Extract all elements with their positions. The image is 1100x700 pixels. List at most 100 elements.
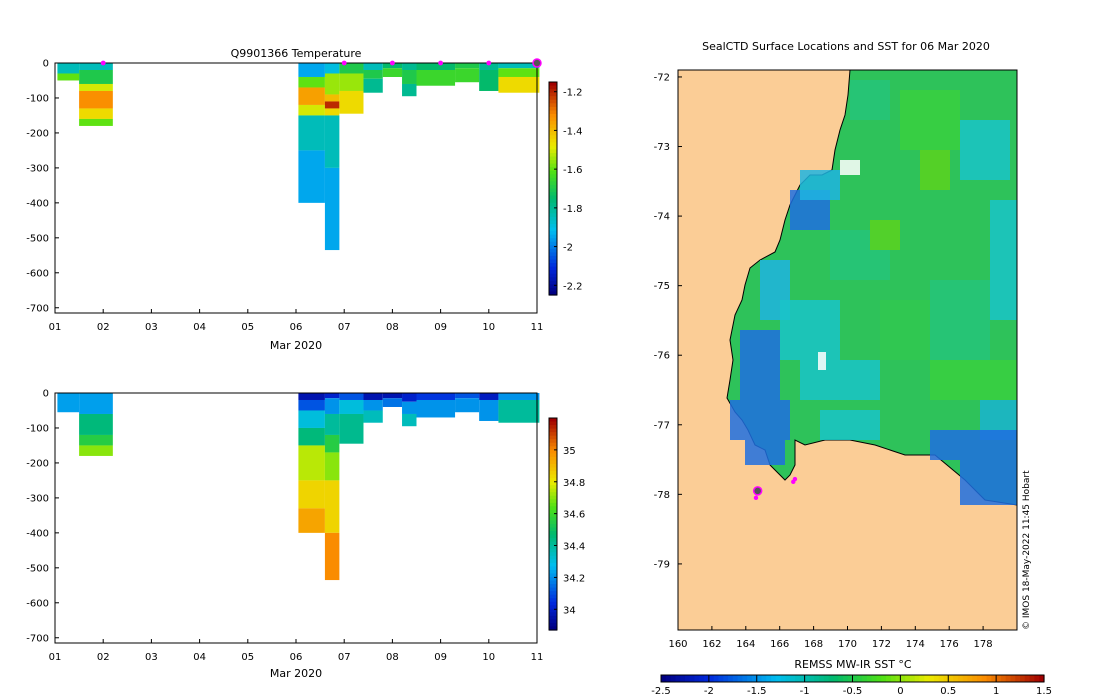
colorbar-tick-label: -1.8 <box>563 204 583 215</box>
colorbar-band <box>549 135 557 140</box>
sst-patch <box>990 200 1017 320</box>
colorbar-band <box>549 619 557 624</box>
sst-patch <box>740 330 780 400</box>
section-cell <box>416 63 456 70</box>
y-tick-label: -500 <box>26 233 49 244</box>
section-cell <box>363 393 383 400</box>
map-x-tick-label: 176 <box>940 639 959 650</box>
colorbar-band <box>549 291 557 296</box>
sst-colorbar-band <box>742 675 748 682</box>
sst-colorbar-band <box>761 675 767 682</box>
sst-colorbar-band <box>962 675 968 682</box>
colorbar-band <box>549 124 557 129</box>
colorbar-band <box>549 153 557 158</box>
map-x-tick-label: 160 <box>668 639 687 650</box>
section-cell <box>298 87 325 105</box>
sst-colorbar-tick-label: 0 <box>897 686 903 697</box>
sst-patch <box>960 460 1017 505</box>
colorbar-band <box>549 170 557 175</box>
y-tick-label: -100 <box>26 93 49 104</box>
colorbar-band <box>549 577 557 582</box>
sst-colorbar-band <box>718 675 724 682</box>
colorbar-band <box>549 428 557 433</box>
colorbar-band <box>549 280 557 285</box>
colorbar-band <box>549 531 557 536</box>
x-tick-label: 03 <box>145 652 158 663</box>
colorbar-band <box>549 117 557 122</box>
section-cell <box>298 76 325 88</box>
colorbar-band <box>549 463 557 469</box>
colorbar-band <box>549 485 557 490</box>
colorbar-tick-label: -1.2 <box>563 88 583 99</box>
sst-colorbar-band <box>680 675 686 682</box>
sst-colorbar-band <box>661 675 667 682</box>
sst-colorbar-band <box>857 675 863 682</box>
profile-marker <box>486 60 492 66</box>
colorbar-band <box>549 192 557 197</box>
section-cell <box>57 393 80 413</box>
seal-current-position <box>752 486 763 496</box>
sst-colorbar-band <box>852 675 858 682</box>
sst-patch <box>730 400 790 440</box>
section-cell <box>498 76 540 93</box>
sst-colorbar-band <box>972 675 978 682</box>
x-tick-label: 08 <box>386 652 399 663</box>
sst-colorbar-band <box>771 675 777 682</box>
section-cell <box>416 399 456 418</box>
colorbar-band <box>549 555 557 560</box>
section-cell <box>324 393 340 399</box>
section-cell <box>402 393 417 402</box>
imos-watermark: © IMOS 18-May-2022 11:45 Hobart <box>1022 470 1032 630</box>
sst-colorbar-band <box>957 675 964 682</box>
section-cell <box>402 413 417 427</box>
salinity-section-panel: 01 02 03 04 05 06 07 08 09 10 11 0 -100 -200 -300 -400 -… <box>26 389 585 681</box>
section-cell <box>298 445 325 481</box>
sst-colorbar-band <box>895 675 901 682</box>
x-tick-label: 03 <box>145 322 158 333</box>
temperature-axes: 01 02 03 04 05 06 07 08 09 10 11 0 -100 -200 -300 -400 -… <box>26 58 543 333</box>
section-cell <box>339 90 364 114</box>
section-cell <box>479 393 499 400</box>
sst-colorbar-band <box>996 675 1002 682</box>
colorbar-tick-label: 34.6 <box>563 510 585 521</box>
colorbar-band <box>549 453 557 458</box>
sst-colorbar-band <box>775 675 782 682</box>
section-cell <box>382 398 403 407</box>
sst-colorbar-band <box>938 675 945 682</box>
x-tick-label: 07 <box>338 322 351 333</box>
colorbar-band <box>549 160 557 165</box>
temperature-plot-frame <box>54 62 538 314</box>
section-cell <box>324 63 340 74</box>
sst-colorbar-band <box>890 675 897 682</box>
section-cell <box>479 399 499 421</box>
y-tick-label: -300 <box>26 163 49 174</box>
sst-colorbar-band <box>704 675 710 682</box>
sst-patch <box>800 170 840 200</box>
sst-colorbar-band <box>847 675 854 682</box>
colorbar-band <box>549 474 557 479</box>
colorbar-band <box>549 163 557 168</box>
seal-position-markers <box>752 476 798 501</box>
colorbar-band <box>549 92 557 97</box>
colorbar-band <box>549 432 557 437</box>
colorbar-band <box>549 594 557 599</box>
colorbar-band <box>549 167 557 172</box>
colorbar-band <box>549 524 557 529</box>
colorbar-band <box>549 216 557 222</box>
colorbar-band <box>549 213 557 218</box>
section-cell <box>324 101 340 109</box>
colorbar-band <box>549 446 557 451</box>
colorbar-band <box>549 612 557 617</box>
colorbar-band <box>549 145 557 151</box>
colorbar-band <box>549 513 557 518</box>
colorbar-band <box>549 106 557 111</box>
colorbar-band <box>549 287 557 293</box>
sst-colorbar-band <box>1039 675 1045 682</box>
colorbar-band <box>549 255 557 261</box>
map-y-tick-label: -72 <box>654 72 670 83</box>
y-tick-label: -100 <box>26 423 49 434</box>
section-cell <box>324 398 340 414</box>
section-cell <box>363 399 383 411</box>
section-cell <box>402 69 417 84</box>
colorbar-band <box>549 559 557 564</box>
